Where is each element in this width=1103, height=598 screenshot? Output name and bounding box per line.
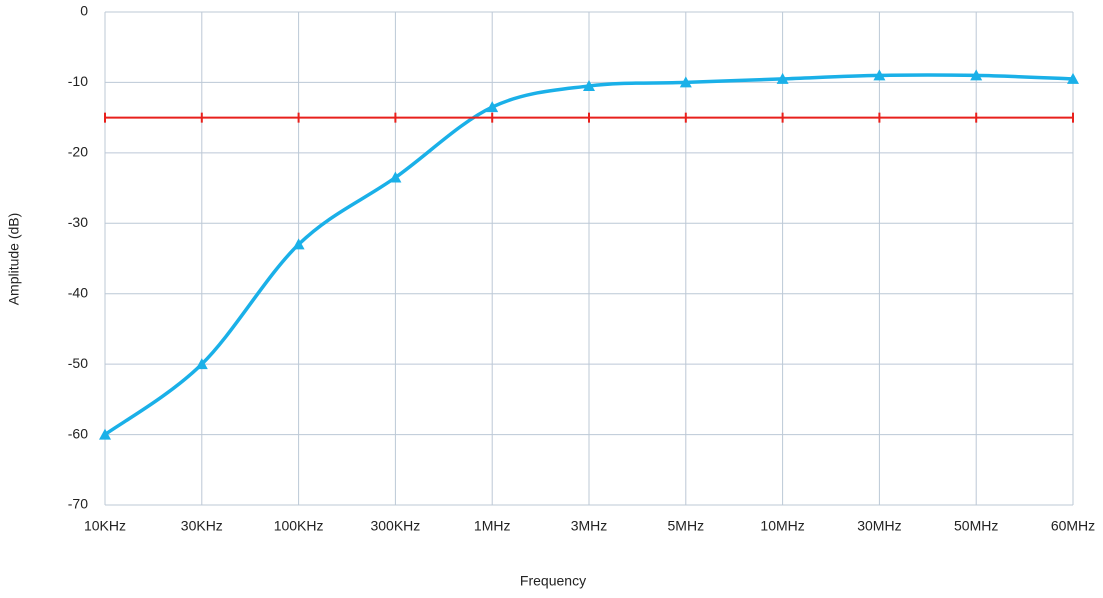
marker	[970, 69, 983, 81]
y-tick-label: -30	[68, 214, 88, 230]
x-tick-label: 30KHz	[181, 518, 223, 534]
y-tick-label: -50	[68, 355, 88, 371]
marker	[195, 358, 208, 370]
y-tick-label: -20	[68, 144, 88, 160]
x-tick-label: 100KHz	[274, 518, 324, 534]
x-tick-label: 300KHz	[370, 518, 420, 534]
x-tick-label: 60MHz	[1051, 518, 1095, 534]
marker	[389, 171, 402, 183]
marker	[292, 238, 305, 250]
y-tick-label: -70	[68, 496, 88, 512]
x-tick-label: 10MHz	[760, 518, 804, 534]
marker	[873, 69, 886, 81]
x-tick-label: 10KHz	[84, 518, 126, 534]
series-line	[103, 73, 1074, 436]
x-tick-label: 50MHz	[954, 518, 998, 534]
y-tick-label: -10	[68, 73, 88, 89]
y-axis-title: Amplitude (dB)	[6, 213, 22, 306]
x-tick-label: 30MHz	[857, 518, 901, 534]
x-tick-label: 3MHz	[571, 518, 608, 534]
x-tick-label: 1MHz	[474, 518, 511, 534]
marker	[1067, 72, 1079, 84]
marker	[99, 428, 111, 440]
marker	[583, 79, 595, 91]
y-tick-label: -40	[68, 284, 88, 300]
y-tick-label: -60	[68, 425, 88, 441]
y-tick-label: 0	[80, 3, 88, 19]
marker	[679, 76, 692, 88]
x-tick-label: 5MHz	[668, 518, 705, 534]
marker	[486, 101, 499, 113]
x-axis-title: Frequency	[520, 573, 586, 589]
marker	[776, 72, 789, 84]
